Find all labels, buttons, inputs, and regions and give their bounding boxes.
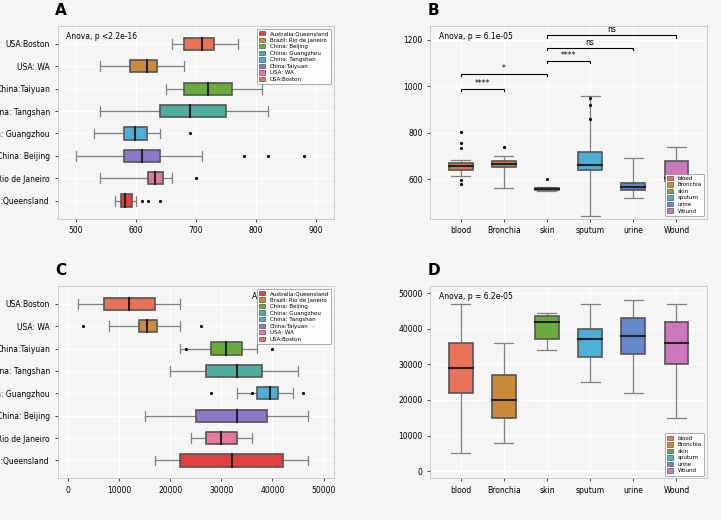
Text: D: D: [428, 263, 441, 278]
Legend: Australia:Queensland, Brazil: Rio de Janeiro, China: Beijing, China: Guangzhou, : Australia:Queensland, Brazil: Rio de Jan…: [257, 29, 331, 84]
FancyBboxPatch shape: [578, 152, 602, 170]
Legend: Australia:Queensland, Brazil: Rio de Janeiro, China: Beijing, China: Guangzhou, : Australia:Queensland, Brazil: Rio de Jan…: [257, 289, 331, 344]
FancyBboxPatch shape: [622, 183, 645, 189]
FancyBboxPatch shape: [139, 320, 157, 332]
Text: Anova, p <2.2e-16: Anova, p <2.2e-16: [66, 32, 137, 41]
Text: *: *: [502, 63, 505, 73]
FancyBboxPatch shape: [160, 105, 226, 117]
FancyBboxPatch shape: [130, 60, 156, 72]
FancyBboxPatch shape: [535, 316, 559, 340]
FancyBboxPatch shape: [184, 83, 231, 95]
FancyBboxPatch shape: [206, 365, 262, 377]
FancyBboxPatch shape: [195, 410, 267, 422]
FancyBboxPatch shape: [148, 172, 163, 185]
FancyBboxPatch shape: [206, 432, 236, 444]
FancyBboxPatch shape: [120, 194, 131, 207]
Text: C: C: [55, 263, 66, 278]
Text: Anova, p = 6.2e-05: Anova, p = 6.2e-05: [439, 292, 513, 301]
FancyBboxPatch shape: [104, 297, 155, 310]
Text: ns: ns: [607, 25, 616, 34]
FancyBboxPatch shape: [180, 454, 283, 466]
FancyBboxPatch shape: [578, 329, 602, 357]
Text: ****: ****: [474, 79, 490, 88]
Text: ****: ****: [561, 51, 576, 60]
FancyBboxPatch shape: [535, 188, 559, 189]
Text: A: A: [55, 3, 66, 18]
FancyBboxPatch shape: [492, 161, 516, 167]
Legend: blood, Bronchia, skin, sputum, urine, Wound: blood, Bronchia, skin, sputum, urine, Wo…: [665, 433, 704, 476]
FancyBboxPatch shape: [665, 161, 689, 181]
Text: B: B: [428, 3, 439, 18]
Legend: blood, Bronchia, skin, sputum, urine, Wound: blood, Bronchia, skin, sputum, urine, Wo…: [665, 174, 704, 216]
FancyBboxPatch shape: [124, 150, 160, 162]
FancyBboxPatch shape: [257, 387, 278, 399]
FancyBboxPatch shape: [124, 127, 146, 139]
Text: Anova, p < 2.2e-16: Anova, p < 2.2e-16: [252, 292, 325, 301]
FancyBboxPatch shape: [448, 163, 472, 170]
FancyBboxPatch shape: [448, 343, 472, 393]
Text: Anova, p = 6.1e-05: Anova, p = 6.1e-05: [439, 32, 513, 41]
FancyBboxPatch shape: [665, 321, 689, 365]
FancyBboxPatch shape: [211, 342, 242, 355]
FancyBboxPatch shape: [184, 38, 213, 50]
FancyBboxPatch shape: [492, 375, 516, 418]
Text: ns: ns: [585, 38, 595, 47]
FancyBboxPatch shape: [622, 318, 645, 354]
